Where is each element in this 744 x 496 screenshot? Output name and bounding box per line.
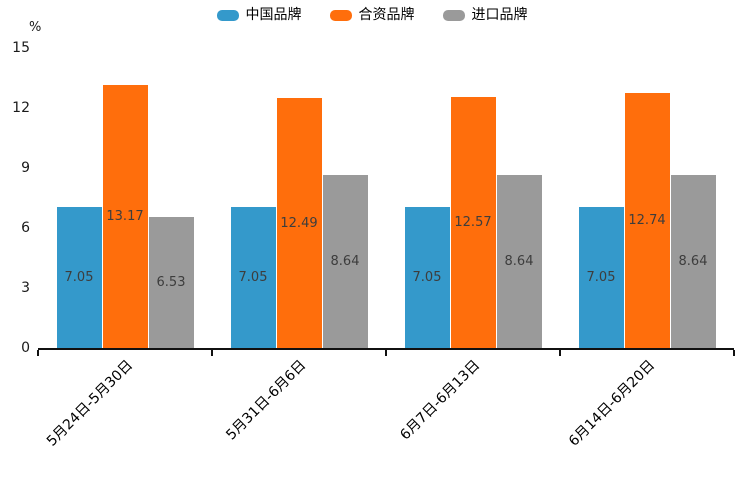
y-axis-unit-label: %: [29, 20, 42, 35]
plot-area: 7.05 13.17 6.53 7.05 12.49 8.64 7.05 12.57 8.64 7…: [38, 48, 734, 350]
bar-value-label: 7.05: [586, 270, 616, 285]
bar: 8.64: [670, 175, 716, 348]
y-tick-label: 12: [12, 100, 30, 116]
bar: 8.64: [496, 175, 542, 348]
bar-value-label: 12.74: [628, 213, 666, 229]
y-tick-label: 0: [21, 340, 30, 356]
x-category-label-text: 5月24日-5月30日: [43, 357, 136, 450]
bar-value-label: 12.57: [454, 214, 492, 230]
bar: 7.05: [578, 207, 624, 348]
legend-item-label: 进口品牌: [471, 7, 528, 23]
legend: 中国品牌 合资品牌 进口品牌: [0, 8, 744, 22]
bar-group: 7.05 13.17 6.53: [56, 84, 194, 348]
legend-item[interactable]: 进口品牌: [442, 7, 528, 23]
bar: 12.74: [624, 93, 670, 348]
x-axis-tick: [559, 350, 561, 356]
legend-item[interactable]: 中国品牌: [216, 7, 302, 23]
bar-value-label: 8.64: [678, 254, 708, 270]
bar-value-label: 8.64: [504, 254, 534, 270]
x-axis-tick: [733, 350, 735, 356]
bar-group: 7.05 12.49 8.64: [230, 98, 368, 348]
bar-value-label: 13.17: [106, 208, 144, 224]
bar: 13.17: [102, 84, 148, 348]
legend-item[interactable]: 合资品牌: [329, 7, 415, 23]
bar: 7.05: [56, 207, 102, 348]
x-category-label-text: 5月31日-6月6日: [223, 357, 310, 444]
x-axis-tick: [385, 350, 387, 356]
y-tick-label: 15: [12, 40, 30, 56]
y-tick-label: 9: [21, 160, 30, 176]
x-category-label-text: 6月7日-6月13日: [397, 357, 484, 444]
bar-value-label: 8.64: [330, 254, 360, 270]
bar-value-label: 7.05: [238, 270, 268, 285]
x-axis-tick: [211, 350, 213, 356]
bar-value-label: 7.05: [64, 270, 94, 285]
bar-value-label: 6.53: [156, 275, 186, 291]
x-axis-tick: [37, 350, 39, 356]
legend-swatch: [442, 9, 465, 21]
legend-swatch: [329, 9, 352, 21]
bar-value-label: 7.05: [412, 270, 442, 285]
legend-item-label: 中国品牌: [245, 7, 302, 23]
bar-group: 7.05 12.57 8.64: [404, 96, 542, 348]
x-category-label-text: 6月14日-6月20日: [565, 357, 658, 450]
bar-group: 7.05 12.74 8.64: [578, 93, 716, 348]
bar: 12.57: [450, 96, 496, 348]
bar: 12.49: [276, 98, 322, 348]
y-tick-label: 3: [21, 280, 30, 296]
bar: 6.53: [148, 217, 194, 348]
bar: 7.05: [404, 207, 450, 348]
y-tick-label: 6: [21, 220, 30, 236]
bar: 8.64: [322, 175, 368, 348]
bar-value-label: 12.49: [280, 215, 318, 231]
bar: 7.05: [230, 207, 276, 348]
legend-swatch: [216, 9, 239, 21]
legend-item-label: 合资品牌: [358, 7, 415, 23]
